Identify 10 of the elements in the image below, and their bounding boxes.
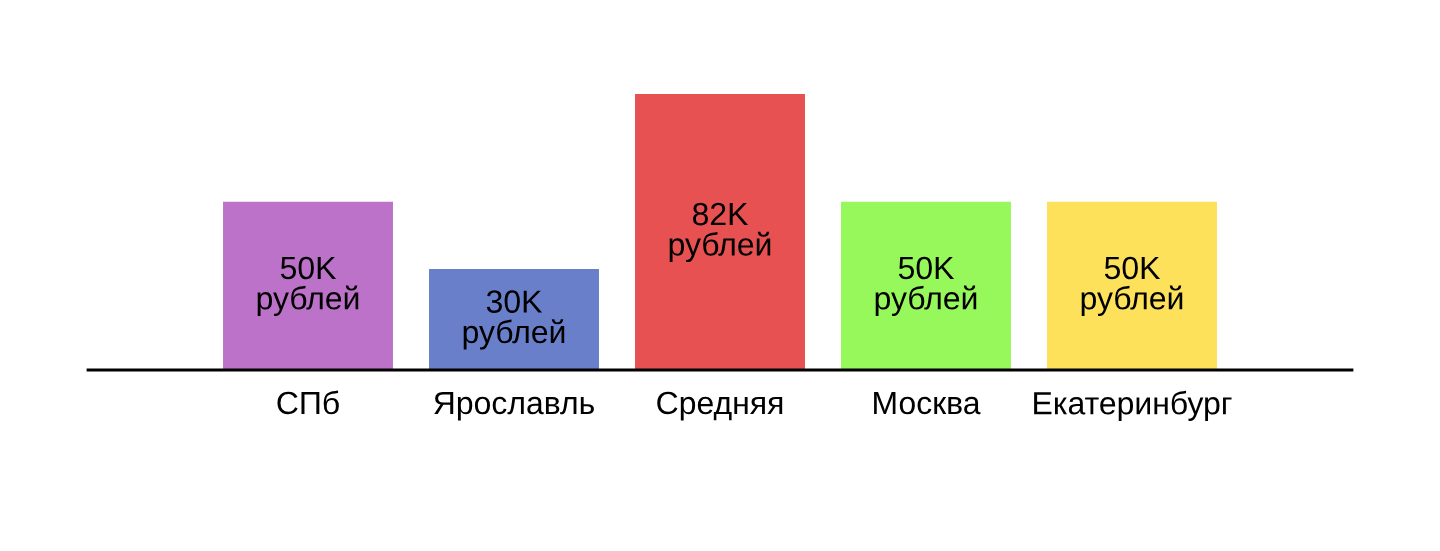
x-tick-label: Ярославль <box>434 392 594 421</box>
x-tick-label: Екатеринбург <box>1034 390 1232 421</box>
data-label: 82K рублей <box>669 202 771 263</box>
data-label: 30K рублей <box>463 290 565 350</box>
data-label: 50K рублей <box>257 256 359 316</box>
x-tick-label: Москва <box>874 392 981 415</box>
data-label: 50K рублей <box>1081 256 1183 316</box>
x-tick-label: Средняя <box>657 391 783 421</box>
x-tick-label: СПб <box>277 390 339 415</box>
data-label: 50K рублей <box>875 256 977 316</box>
